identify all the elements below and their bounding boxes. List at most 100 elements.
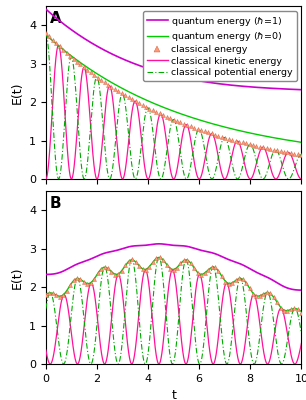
Point <box>216 132 221 139</box>
Point <box>285 308 290 314</box>
Point <box>223 278 228 285</box>
Point <box>185 256 190 263</box>
Point <box>130 256 135 263</box>
Point <box>161 112 166 118</box>
Point <box>168 115 173 121</box>
Point <box>57 43 62 50</box>
Y-axis label: E(t): E(t) <box>10 81 24 104</box>
Point <box>289 306 293 312</box>
Point <box>88 69 93 76</box>
Point <box>240 139 245 146</box>
Point <box>64 288 69 294</box>
Point <box>168 266 173 272</box>
Point <box>147 264 152 270</box>
Point <box>157 110 162 117</box>
Point <box>75 58 80 65</box>
Point <box>154 255 159 261</box>
Legend: quantum energy ($\hbar$=1), quantum energy ($\hbar$=0), classical energy, classi: quantum energy ($\hbar$=1), quantum ener… <box>143 11 297 81</box>
Point <box>261 144 266 150</box>
Point <box>213 264 218 270</box>
Point <box>219 134 224 140</box>
Point <box>292 305 297 312</box>
Point <box>81 64 86 70</box>
Point <box>92 276 97 282</box>
Point <box>99 266 103 272</box>
Point <box>164 261 169 268</box>
Point <box>192 124 197 131</box>
Point <box>171 116 176 123</box>
Point <box>133 98 138 104</box>
Point <box>295 306 300 312</box>
Point <box>271 294 276 300</box>
Point <box>254 143 259 149</box>
Point <box>78 61 83 68</box>
Point <box>147 105 152 112</box>
Point <box>157 254 162 260</box>
Point <box>113 271 118 278</box>
Point <box>161 256 166 263</box>
Point <box>106 82 110 88</box>
Point <box>233 137 238 144</box>
Point <box>47 33 52 40</box>
Point <box>95 270 100 277</box>
Point <box>237 275 242 282</box>
Point <box>285 149 290 156</box>
Point <box>244 279 248 286</box>
Point <box>251 290 256 297</box>
Point <box>119 268 124 274</box>
Point <box>130 96 135 103</box>
Point <box>81 279 86 285</box>
Point <box>95 74 100 81</box>
Point <box>289 150 293 156</box>
Point <box>178 119 183 126</box>
Point <box>171 267 176 273</box>
Point <box>188 123 193 130</box>
Point <box>88 280 93 286</box>
Point <box>181 257 186 263</box>
Point <box>240 276 245 282</box>
X-axis label: t: t <box>171 389 176 400</box>
Point <box>202 270 207 276</box>
Point <box>109 84 114 90</box>
Point <box>237 138 242 145</box>
Point <box>144 104 148 110</box>
Point <box>185 122 190 128</box>
Point <box>140 266 145 272</box>
Point <box>209 264 214 270</box>
Point <box>219 273 224 280</box>
Point <box>275 147 280 154</box>
Point <box>271 146 276 153</box>
Point <box>126 94 131 101</box>
Point <box>230 136 235 143</box>
Point <box>123 92 128 99</box>
Point <box>119 90 124 97</box>
Point <box>257 293 262 299</box>
Point <box>299 310 304 316</box>
Point <box>151 107 155 114</box>
Point <box>57 293 62 300</box>
Point <box>268 290 273 296</box>
Point <box>126 258 131 264</box>
Point <box>102 79 107 86</box>
Point <box>226 136 231 142</box>
Point <box>251 142 256 148</box>
Point <box>278 304 283 311</box>
Point <box>106 265 110 272</box>
Point <box>113 86 118 92</box>
Point <box>50 37 55 43</box>
Point <box>140 102 145 108</box>
Point <box>61 292 65 298</box>
Point <box>230 280 235 286</box>
Point <box>154 109 159 115</box>
Point <box>282 148 286 155</box>
Point <box>299 152 304 158</box>
Point <box>71 56 76 62</box>
Point <box>164 113 169 120</box>
Point <box>278 148 283 154</box>
Point <box>78 276 83 282</box>
Point <box>92 72 97 78</box>
Point <box>233 277 238 284</box>
Point <box>181 120 186 127</box>
Point <box>213 131 218 138</box>
Point <box>175 264 180 271</box>
